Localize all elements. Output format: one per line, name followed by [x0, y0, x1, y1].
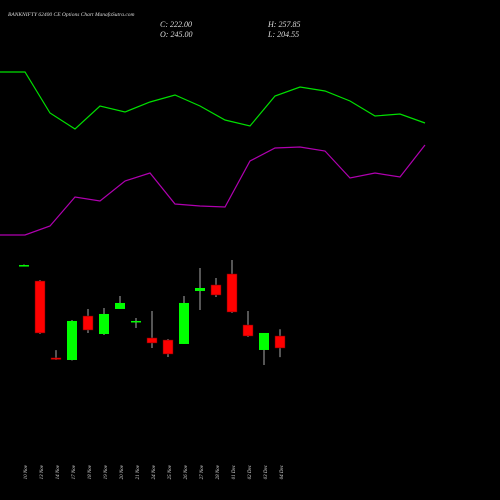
- candle-body: [259, 332, 269, 350]
- candle-body: [19, 265, 29, 267]
- x-tick-label: 14 Nov: [56, 464, 61, 479]
- high-label: H: 257.85: [267, 20, 300, 29]
- candle-body: [67, 320, 77, 360]
- candle-body: [274, 335, 286, 349]
- candle-body: [131, 320, 141, 323]
- x-tick-label: 20 Nov: [120, 464, 125, 479]
- close-label: C: 222.00: [160, 20, 192, 29]
- candle-body: [34, 280, 46, 334]
- candle-body: [226, 273, 238, 313]
- indicator-line: [0, 71, 426, 130]
- x-tick-label: 03 Dec: [264, 464, 269, 479]
- candle-body: [162, 339, 174, 355]
- x-tick-label: 13 Nov: [40, 464, 45, 479]
- x-tick-label: 02 Dec: [248, 464, 253, 479]
- open-label: O: 245.00: [160, 30, 192, 39]
- x-tick-label: 21 Nov: [136, 464, 141, 479]
- x-tick-label: 26 Nov: [184, 464, 189, 479]
- x-tick-label: 04 Dec: [280, 464, 285, 479]
- x-tick-label: 24 Nov: [152, 464, 157, 479]
- candle-body: [179, 302, 189, 344]
- low-label: L: 204.55: [267, 30, 299, 39]
- candle-body: [99, 313, 109, 335]
- candle-body: [210, 284, 222, 296]
- indicator-line: [0, 144, 426, 236]
- candle-body: [195, 288, 205, 291]
- x-tick-label: 27 Nov: [200, 464, 205, 479]
- candle-body: [146, 337, 158, 344]
- chart-title: BANKNIFTY 62400 CE Options Chart ManafaS…: [8, 11, 135, 18]
- x-tick-label: 25 Nov: [168, 464, 173, 479]
- x-tick-label: 17 Nov: [72, 464, 77, 479]
- candle-body: [115, 302, 125, 309]
- candle-body: [50, 357, 62, 360]
- candle-body: [82, 315, 94, 331]
- x-tick-label: 01 Dec: [232, 464, 237, 479]
- x-tick-label: 19 Nov: [104, 464, 109, 479]
- x-tick-label: 18 Nov: [88, 464, 93, 479]
- x-tick-label: 10 Nov: [24, 464, 29, 479]
- x-tick-label: 28 Nov: [216, 464, 221, 479]
- candle-body: [242, 324, 254, 337]
